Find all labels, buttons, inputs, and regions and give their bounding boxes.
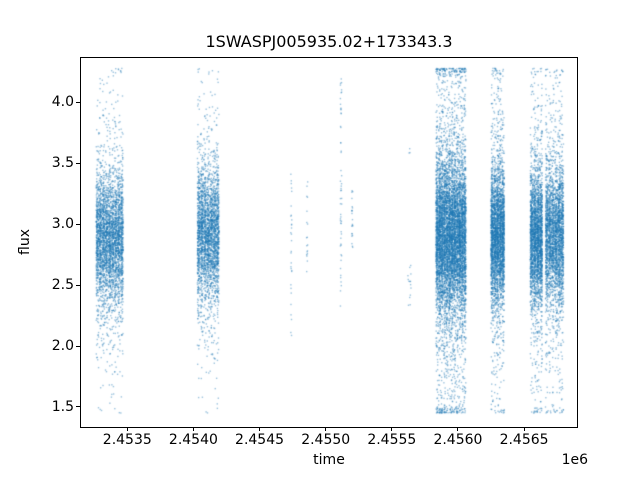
x-tick-mark (325, 427, 327, 431)
x-tick-label: 2.4540 (168, 432, 218, 448)
x-tick-label: 2.4555 (367, 432, 417, 448)
y-tick-mark (76, 223, 80, 225)
y-tick-label: 2.5 (51, 277, 74, 294)
x-axis-offset-label: 1e6 (561, 452, 588, 468)
y-tick-mark (76, 345, 80, 347)
plot-area (80, 57, 578, 428)
chart-title: 1SWASPJ005935.02+173343.3 (205, 32, 453, 51)
y-tick-mark (76, 101, 80, 103)
x-tick-label: 2.4560 (433, 432, 483, 448)
y-axis-label: flux (17, 229, 33, 255)
y-tick-mark (76, 406, 80, 408)
x-tick-mark (523, 427, 525, 431)
x-tick-label: 2.4565 (499, 432, 549, 448)
scatter-canvas (81, 58, 577, 427)
x-tick-label: 2.4545 (235, 432, 285, 448)
x-tick-mark (457, 427, 459, 431)
x-tick-mark (126, 427, 128, 431)
y-tick-label: 4.0 (51, 94, 74, 111)
x-axis-label: time (313, 452, 345, 468)
y-tick-mark (76, 284, 80, 286)
x-tick-label: 2.4535 (102, 432, 152, 448)
x-tick-mark (391, 427, 393, 431)
x-tick-mark (259, 427, 261, 431)
y-tick-mark (76, 162, 80, 164)
y-tick-label: 1.5 (51, 398, 74, 415)
y-tick-label: 2.0 (51, 338, 74, 354)
x-tick-label: 2.4550 (301, 432, 351, 448)
x-tick-mark (192, 427, 194, 431)
y-tick-label: 3.0 (51, 216, 74, 233)
y-tick-label: 3.5 (51, 155, 74, 172)
